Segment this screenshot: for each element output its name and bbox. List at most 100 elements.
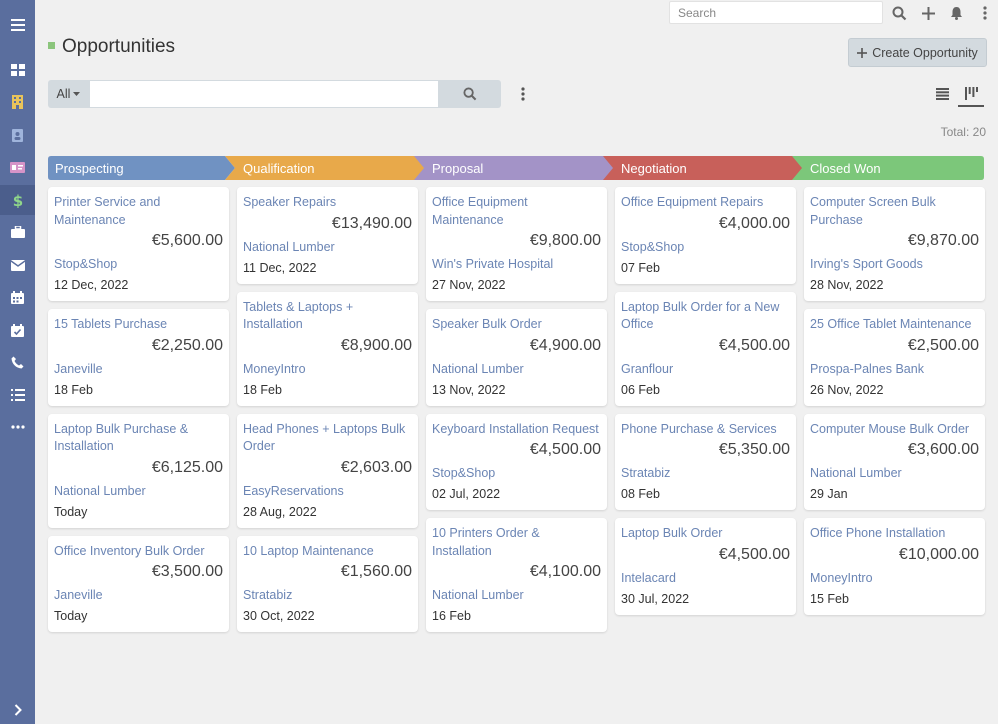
opportunity-name-link[interactable]: 25 Office Tablet Maintenance <box>810 317 972 331</box>
meetings-icon[interactable] <box>0 315 35 345</box>
account-link[interactable]: Janeville <box>54 361 103 376</box>
opportunity-name-link[interactable]: Office Phone Installation <box>810 526 946 540</box>
list-view-icon[interactable] <box>929 81 955 107</box>
more-icon[interactable] <box>0 412 35 442</box>
opportunity-card[interactable]: Office Phone Installation €10,000.00 Money… <box>804 518 985 615</box>
opportunity-name-link[interactable]: Speaker Bulk Order <box>432 317 542 331</box>
opportunity-card[interactable]: Office Equipment Repairs €4,000.00 Stop&Sh… <box>615 187 796 284</box>
stage-label: Prospecting <box>55 160 124 176</box>
opportunity-name-link[interactable]: Speaker Repairs <box>243 195 337 209</box>
cases-icon[interactable] <box>0 217 35 247</box>
accounts-icon[interactable] <box>0 87 35 117</box>
opportunity-amount: €13,490.00 <box>331 214 412 232</box>
account-link[interactable]: National Lumber <box>432 361 524 376</box>
search-icon[interactable] <box>889 3 909 23</box>
opportunity-name-link[interactable]: Head Phones + Laptops Bulk Order <box>243 421 406 454</box>
opportunity-card[interactable]: 10 Laptop Maintenance €1,560.00 Stratabiz 3… <box>237 535 418 632</box>
opportunity-card[interactable]: Printer Service and Maintenance €5,600.00… <box>48 187 229 301</box>
opportunity-card[interactable]: Speaker Repairs €13,490.00 National Lumber… <box>237 187 418 284</box>
page-title: Opportunities <box>62 36 176 57</box>
tasks-icon[interactable] <box>0 380 35 410</box>
kanban-column-prospecting: Printer Service and Maintenance €5,600.00… <box>48 187 229 640</box>
opportunity-card[interactable]: Computer Mouse Bulk Order €3,600.00 Nation… <box>804 413 985 510</box>
opportunity-card[interactable]: Computer Screen Bulk Purchase €9,870.00 Ir… <box>804 187 985 301</box>
global-search-input[interactable] <box>669 1 883 24</box>
opportunity-amount: €4,100.00 <box>529 563 601 580</box>
opportunity-name-link[interactable]: 15 Tablets Purchase <box>54 317 168 331</box>
account-link[interactable]: National Lumber <box>243 239 335 254</box>
opportunities-icon[interactable]: $ <box>0 185 35 215</box>
account-link[interactable]: Stratabiz <box>243 588 293 602</box>
contacts-icon[interactable] <box>0 120 35 150</box>
opportunity-name-link[interactable]: 10 Printers Order & Installation <box>432 526 540 558</box>
account-link[interactable]: Stop&Shop <box>54 257 118 271</box>
filter-search-button[interactable] <box>438 80 501 108</box>
account-link[interactable]: EasyReservations <box>243 483 344 498</box>
account-link[interactable]: Win's Private Hospital <box>432 257 554 271</box>
close-date: 30 Jul, 2022 <box>621 591 690 606</box>
account-link[interactable]: National Lumber <box>810 466 902 480</box>
user-menu-kebab-icon[interactable] <box>975 3 995 23</box>
opportunity-name-link[interactable]: Laptop Bulk Order for a New Office <box>621 299 780 332</box>
opportunity-card[interactable]: Phone Purchase & Services €5,350.00 Strata… <box>615 413 796 510</box>
stage-label: Qualification <box>243 160 315 176</box>
caret-down-icon <box>73 92 81 96</box>
account-link[interactable]: Stratabiz <box>621 466 671 480</box>
account-link[interactable]: MoneyIntro <box>810 570 873 585</box>
opportunity-name-link[interactable]: Office Inventory Bulk Order <box>54 543 205 558</box>
opportunity-name-link[interactable]: Office Equipment Repairs <box>621 195 764 209</box>
notifications-bell-icon[interactable] <box>946 3 966 23</box>
filter-search-input[interactable] <box>89 80 439 108</box>
opportunity-name-link[interactable]: 10 Laptop Maintenance <box>243 543 374 558</box>
close-date: 13 Nov, 2022 <box>432 382 506 397</box>
opportunity-name-link[interactable]: Phone Purchase & Services <box>621 421 777 436</box>
opportunity-card[interactable]: 15 Tablets Purchase €2,250.00 Janeville 18 … <box>48 309 229 406</box>
dashboard-icon[interactable] <box>0 55 35 85</box>
calendar-icon[interactable] <box>0 282 35 312</box>
opportunity-name-link[interactable]: Computer Mouse Bulk Order <box>810 421 970 436</box>
opportunity-card[interactable]: Laptop Bulk Order €4,500.00 Intelacard 30 J… <box>615 518 796 615</box>
expand-chevron-icon[interactable] <box>0 695 35 724</box>
opportunity-card[interactable]: 10 Printers Order & Installation €4,100.0… <box>426 518 607 632</box>
filter-options-kebab-icon[interactable] <box>513 84 533 104</box>
opportunity-card[interactable]: Tablets & Laptops + Installation €8,900.0… <box>237 291 418 406</box>
leads-icon[interactable] <box>0 152 35 182</box>
account-link[interactable]: Irving's Sport Goods <box>810 257 923 271</box>
close-date: 15 Feb <box>810 591 849 606</box>
kanban-view-icon[interactable] <box>958 81 984 107</box>
opportunity-name-link[interactable]: Office Equipment Maintenance <box>432 195 528 227</box>
account-link[interactable]: Prospa-Palnes Bank <box>810 361 924 376</box>
opportunity-card[interactable]: Office Inventory Bulk Order €3,500.00 Jane… <box>48 535 229 632</box>
opportunity-name-link[interactable]: Keyboard Installation Request <box>432 421 599 436</box>
account-link[interactable]: Granflour <box>621 361 674 376</box>
sidebar: $ <box>0 0 35 724</box>
account-link[interactable]: Janeville <box>54 588 103 602</box>
opportunity-name-link[interactable]: Tablets & Laptops + Installation <box>243 299 354 332</box>
opportunity-card[interactable]: Office Equipment Maintenance €9,800.00 Win… <box>426 187 607 301</box>
close-date: 28 Aug, 2022 <box>243 504 317 519</box>
opportunity-card[interactable]: Laptop Bulk Purchase & Installation €6,12… <box>48 413 229 528</box>
scope-dropdown[interactable]: All <box>48 80 89 108</box>
account-link[interactable]: Stop&Shop <box>432 466 496 480</box>
account-link[interactable]: Stop&Shop <box>621 239 685 254</box>
email-icon[interactable] <box>0 250 35 280</box>
stage-label: Proposal <box>432 160 484 176</box>
account-link[interactable]: National Lumber <box>432 588 524 602</box>
opportunity-card[interactable]: 25 Office Tablet Maintenance €2,500.00 Pro… <box>804 309 985 406</box>
account-link[interactable]: MoneyIntro <box>243 361 306 376</box>
menu-icon[interactable] <box>0 10 35 40</box>
create-opportunity-button[interactable]: Create Opportunity <box>848 38 987 67</box>
close-date: 27 Nov, 2022 <box>432 278 506 292</box>
quick-create-plus-icon[interactable] <box>918 3 938 23</box>
opportunity-card[interactable]: Speaker Bulk Order €4,900.00 National Lumb… <box>426 309 607 406</box>
opportunity-card[interactable]: Keyboard Installation Request €4,500.00 St… <box>426 413 607 510</box>
account-link[interactable]: Intelacard <box>621 570 676 585</box>
opportunity-name-link[interactable]: Laptop Bulk Purchase & Installation <box>54 421 189 454</box>
opportunity-name-link[interactable]: Computer Screen Bulk Purchase <box>810 195 936 227</box>
calls-icon[interactable] <box>0 347 35 377</box>
opportunity-name-link[interactable]: Laptop Bulk Order <box>621 526 723 540</box>
opportunity-card[interactable]: Laptop Bulk Order for a New Office €4,500… <box>615 291 796 406</box>
opportunity-card[interactable]: Head Phones + Laptops Bulk Order €2,603.0… <box>237 413 418 528</box>
account-link[interactable]: National Lumber <box>54 483 146 498</box>
opportunity-name-link[interactable]: Printer Service and Maintenance <box>54 195 161 227</box>
